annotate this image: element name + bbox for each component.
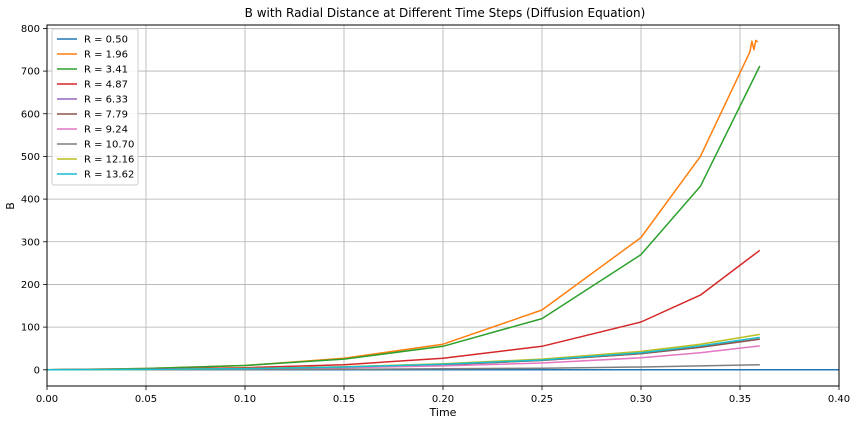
legend-label: R = 9.24 xyxy=(84,125,128,136)
x-tick-label: 0.10 xyxy=(234,394,256,405)
legend-label: R = 7.79 xyxy=(84,110,128,121)
x-tick-label: 0.15 xyxy=(333,394,355,405)
y-tick-label: 0 xyxy=(34,365,40,376)
y-tick-label: 700 xyxy=(21,67,40,78)
series-line xyxy=(46,65,761,371)
legend-label: R = 3.41 xyxy=(84,65,128,76)
x-tick-label: 0.40 xyxy=(828,394,850,405)
x-tick-label: 0.30 xyxy=(630,394,652,405)
legend-label: R = 12.16 xyxy=(84,155,134,166)
y-tick-label: 800 xyxy=(21,24,40,35)
legend-label: R = 4.87 xyxy=(84,80,128,91)
series-line xyxy=(46,39,759,371)
series-lines xyxy=(46,39,839,371)
chart-title: B with Radial Distance at Different Time… xyxy=(245,6,646,20)
grid-lines xyxy=(46,25,840,386)
y-tick-label: 500 xyxy=(21,152,40,163)
series-line xyxy=(46,336,760,371)
legend-box xyxy=(51,28,139,186)
legend: R = 0.50 R = 1.96 R = 3.41 R = 4.87 R = 6.33… xyxy=(51,28,139,186)
y-tick-label: 200 xyxy=(21,280,40,291)
y-tick-label: 100 xyxy=(21,323,40,334)
y-tick-label: 600 xyxy=(21,109,40,120)
legend-label: R = 10.70 xyxy=(84,140,134,151)
axis-ticks: 0.00 0.05 0.10 0.15 0.20 0.25 0.30 0.35 0.40 0 100… xyxy=(21,24,850,405)
legend-label: R = 6.33 xyxy=(84,95,128,106)
y-tick-label: 400 xyxy=(21,195,40,206)
y-axis-label: B xyxy=(4,202,17,210)
legend-label: R = 0.50 xyxy=(84,35,128,46)
legend-label: R = 1.96 xyxy=(84,50,128,61)
x-tick-label: 0.05 xyxy=(135,394,157,405)
x-tick-label: 0.20 xyxy=(432,394,454,405)
x-axis-label: Time xyxy=(429,406,457,419)
y-tick-label: 300 xyxy=(21,237,40,248)
x-tick-label: 0.35 xyxy=(729,394,751,405)
x-tick-label: 0.25 xyxy=(531,394,553,405)
legend-label: R = 13.62 xyxy=(84,170,134,181)
x-tick-label: 0.00 xyxy=(36,394,58,405)
